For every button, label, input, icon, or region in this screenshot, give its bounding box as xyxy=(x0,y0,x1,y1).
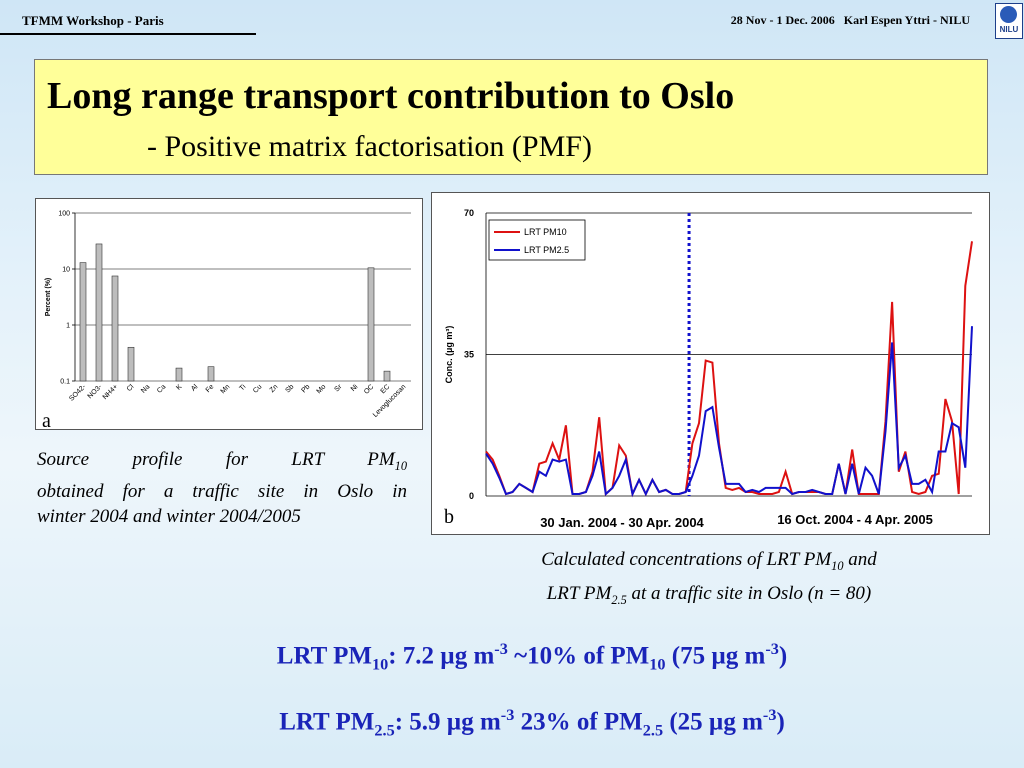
y-tick-label: 1 xyxy=(66,323,70,330)
title-box: Long range transport contribution to Osl… xyxy=(34,59,988,175)
source-profile-panel: 0.1 1 10 100 Percent (%) SO42- NO3- NH4+ Cl Na Ca K… xyxy=(35,198,423,432)
x-tick-label: Cl xyxy=(126,383,136,393)
bar xyxy=(79,262,87,382)
bar xyxy=(383,370,391,382)
x-tick-label: Ti xyxy=(239,383,248,392)
x-tick-label: Fe xyxy=(205,383,216,394)
x-tick-label: NO3- xyxy=(87,383,104,400)
nilu-logo: NILU xyxy=(995,3,1023,39)
legend-label: LRT PM10 xyxy=(524,227,567,237)
caption-a-line1: Source profile for LRT PM10 xyxy=(37,449,407,473)
legend: LRT PM10 LRT PM2.5 xyxy=(488,219,586,261)
caption-a-line2: obtained for a traffic site in Oslo in xyxy=(37,480,407,502)
caption-a-line3: winter 2004 and winter 2004/2005 xyxy=(37,505,301,527)
panel-a-letter: a xyxy=(42,410,51,432)
bar xyxy=(127,346,135,382)
legend-box xyxy=(488,219,586,261)
series-line-pm25 xyxy=(485,326,973,498)
caption-b-line1: Calculated concentrations of LRT PM10 an… xyxy=(541,549,877,573)
y-tick-label: 70 xyxy=(464,208,474,218)
x-tick-label: Sr xyxy=(334,383,344,393)
y-tick-label: 0 xyxy=(469,491,474,501)
bar xyxy=(111,275,119,382)
source-profile-chart: 0.1 1 10 100 Percent (%) SO42- NO3-NH4+ Cl Na Ca K… xyxy=(45,211,411,419)
bar xyxy=(207,366,215,382)
header-date-author: 28 Nov - 1 Dec. 2006 Karl Espen Yttri - … xyxy=(730,13,970,27)
x-tick-label: Al xyxy=(190,383,200,393)
x-tick-label: EC xyxy=(380,383,392,395)
bar xyxy=(175,367,183,382)
y-axis-label: Conc. (µg m³) xyxy=(444,326,454,384)
x-tick-label: Cu xyxy=(252,383,263,394)
bar xyxy=(367,267,375,382)
caption-b-line2: LRT PM2.5 at a traffic site in Oslo (n =… xyxy=(546,582,872,607)
x-tick-label: Na xyxy=(140,383,151,394)
period-label-2: 16 Oct. 2004 - 4 Apr. 2005 xyxy=(777,512,933,527)
y-tick-label: 10 xyxy=(62,267,70,274)
y-tick-label: 35 xyxy=(464,350,474,360)
summary-pm25: LRT PM2.5: 5.9 µg m-3 23% of PM2.5 (25 µ… xyxy=(279,706,785,740)
logo-text: NILU xyxy=(999,25,1019,34)
y-tick-label: 100 xyxy=(58,211,70,218)
y-axis-label: Percent (%) xyxy=(45,278,52,317)
logo-globe-icon xyxy=(1000,6,1017,23)
x-tick-label: Mo xyxy=(316,383,328,395)
legend-label: LRT PM2.5 xyxy=(524,245,569,255)
x-tick-label: Zn xyxy=(269,383,280,394)
caption-b: Calculated concentrations of LRT PM10 an… xyxy=(444,546,974,614)
bar xyxy=(95,243,103,382)
concentration-panel: 0 35 70 Conc. (µg m³) LRT PM10 LRT PM2.5 30 Ja… xyxy=(431,192,990,535)
summary-pm10: LRT PM10: 7.2 µg m-3 ~10% of PM10 (75 µg… xyxy=(276,640,788,674)
x-tick-label: Sb xyxy=(284,383,295,394)
x-tick-label: Ni xyxy=(350,383,360,393)
x-tick-label: SO42- xyxy=(68,383,88,403)
period-label-1: 30 Jan. 2004 - 30 Apr. 2004 xyxy=(540,515,704,530)
series-line-pm10 xyxy=(485,241,973,498)
x-tick-label: OC xyxy=(363,383,375,395)
slide-title: Long range transport contribution to Osl… xyxy=(47,75,735,117)
x-tick-label: K xyxy=(175,383,183,391)
x-tick-label: Pb xyxy=(300,383,311,394)
y-tick-label: 0.1 xyxy=(60,379,70,386)
header-workshop: TFMM Workshop - Paris xyxy=(22,13,164,28)
caption-a: Source profile for LRT PM10 obtained for… xyxy=(37,447,407,529)
panel-b-letter: b xyxy=(444,506,454,528)
concentration-chart: 0 35 70 Conc. (µg m³) LRT PM10 LRT PM2.5 30 Ja… xyxy=(444,208,973,530)
x-tick-label: Ca xyxy=(156,383,167,394)
header-underline xyxy=(0,33,256,35)
x-tick-label: NH4+ xyxy=(102,383,120,401)
x-tick-label: Mn xyxy=(220,383,232,395)
slide-subtitle: - Positive matrix factorisation (PMF) xyxy=(147,130,592,163)
